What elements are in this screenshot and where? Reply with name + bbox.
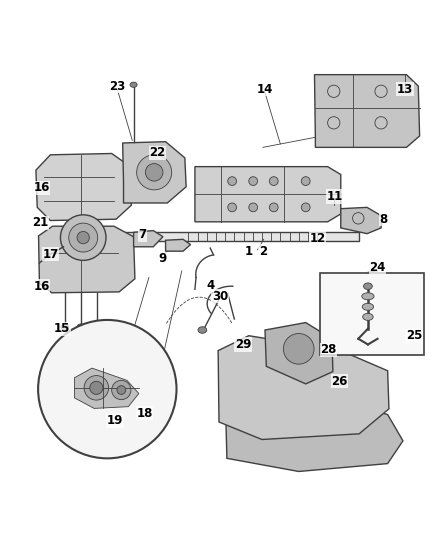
Polygon shape <box>195 167 341 222</box>
Text: 11: 11 <box>327 190 343 203</box>
Text: 24: 24 <box>369 261 386 274</box>
Ellipse shape <box>301 203 310 212</box>
Text: 26: 26 <box>331 375 348 387</box>
Ellipse shape <box>364 283 372 289</box>
Text: 9: 9 <box>158 252 166 265</box>
Text: 4: 4 <box>206 279 214 292</box>
Polygon shape <box>218 336 389 440</box>
Circle shape <box>60 215 106 260</box>
Text: 30: 30 <box>212 290 228 303</box>
Text: 19: 19 <box>106 414 123 427</box>
Text: 12: 12 <box>309 231 326 245</box>
Text: 29: 29 <box>235 338 251 351</box>
Text: 17: 17 <box>42 248 59 261</box>
Circle shape <box>84 376 109 400</box>
Ellipse shape <box>362 303 374 310</box>
Circle shape <box>69 223 98 252</box>
Ellipse shape <box>228 203 237 212</box>
Polygon shape <box>83 232 359 241</box>
Text: 13: 13 <box>397 83 413 95</box>
Ellipse shape <box>249 177 258 185</box>
Polygon shape <box>39 226 135 293</box>
Text: 21: 21 <box>32 216 49 229</box>
Text: 25: 25 <box>406 329 422 342</box>
Circle shape <box>117 386 126 394</box>
Ellipse shape <box>77 324 85 330</box>
Polygon shape <box>265 322 333 384</box>
Text: 16: 16 <box>33 181 50 194</box>
Ellipse shape <box>228 177 237 185</box>
Circle shape <box>77 231 89 244</box>
Ellipse shape <box>61 324 69 330</box>
Ellipse shape <box>249 203 258 212</box>
Text: 15: 15 <box>54 322 71 335</box>
Ellipse shape <box>198 327 207 333</box>
Text: 23: 23 <box>109 79 126 93</box>
Polygon shape <box>166 239 191 251</box>
Ellipse shape <box>93 324 101 330</box>
Ellipse shape <box>301 177 310 185</box>
Ellipse shape <box>269 177 278 185</box>
Ellipse shape <box>362 293 374 300</box>
Polygon shape <box>134 231 163 247</box>
Ellipse shape <box>363 313 373 320</box>
Circle shape <box>90 381 103 394</box>
Circle shape <box>112 381 131 400</box>
Text: 28: 28 <box>320 343 337 356</box>
Text: 8: 8 <box>379 213 387 225</box>
Text: 16: 16 <box>33 280 50 293</box>
Circle shape <box>38 320 177 458</box>
Polygon shape <box>341 207 382 233</box>
Circle shape <box>283 334 314 364</box>
Text: 18: 18 <box>136 407 153 419</box>
Polygon shape <box>314 75 420 147</box>
Polygon shape <box>36 154 131 221</box>
Text: 1: 1 <box>245 245 253 257</box>
Ellipse shape <box>130 82 137 87</box>
Text: 2: 2 <box>259 245 267 257</box>
Polygon shape <box>123 142 186 203</box>
Polygon shape <box>74 368 139 408</box>
Bar <box>320 273 424 355</box>
Text: 7: 7 <box>138 229 146 241</box>
Circle shape <box>145 164 163 181</box>
Text: 14: 14 <box>257 83 273 95</box>
Circle shape <box>137 155 172 190</box>
Polygon shape <box>226 388 403 472</box>
Ellipse shape <box>269 203 278 212</box>
Text: 22: 22 <box>149 146 166 159</box>
